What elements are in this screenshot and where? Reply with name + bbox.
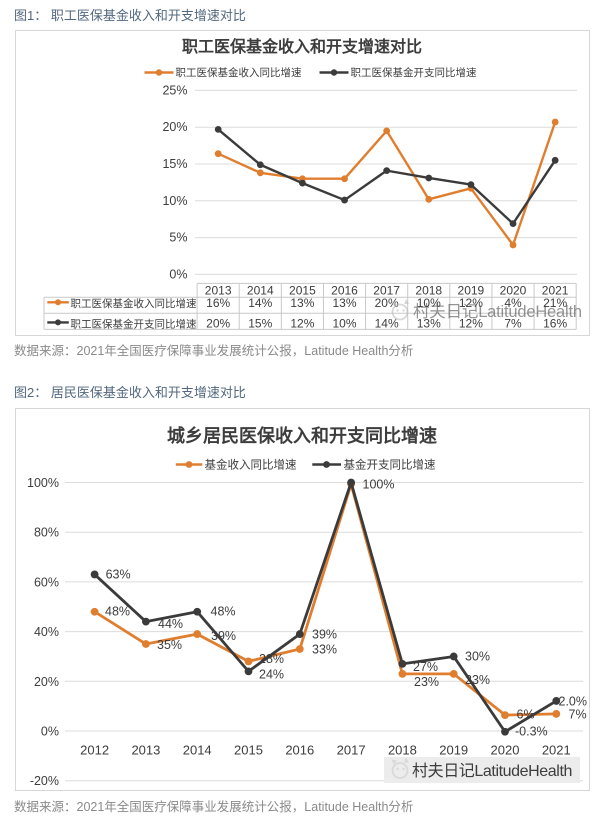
svg-text:2015: 2015 bbox=[234, 743, 263, 758]
svg-text:39%: 39% bbox=[211, 629, 236, 643]
svg-text:13%: 13% bbox=[290, 296, 314, 310]
svg-text:13%: 13% bbox=[417, 317, 441, 331]
svg-text:基金开支同比增速: 基金开支同比增速 bbox=[344, 458, 436, 472]
svg-text:2013: 2013 bbox=[205, 284, 232, 298]
svg-text:20%: 20% bbox=[162, 120, 187, 134]
svg-text:2013: 2013 bbox=[131, 743, 160, 758]
svg-text:15%: 15% bbox=[162, 157, 187, 171]
svg-text:2016: 2016 bbox=[331, 284, 358, 298]
svg-text:20%: 20% bbox=[375, 296, 399, 310]
svg-text:100%: 100% bbox=[363, 478, 395, 492]
svg-text:14%: 14% bbox=[248, 296, 272, 310]
svg-text:2016: 2016 bbox=[285, 743, 314, 758]
svg-text:城乡居民医保收入和开支同比增速: 城乡居民医保收入和开支同比增速 bbox=[167, 425, 437, 446]
svg-text:15%: 15% bbox=[248, 317, 272, 331]
svg-text:39%: 39% bbox=[312, 628, 337, 642]
svg-text:2012: 2012 bbox=[80, 743, 109, 758]
svg-text:100%: 100% bbox=[27, 476, 59, 490]
svg-text:-20%: -20% bbox=[30, 774, 59, 788]
svg-text:2015: 2015 bbox=[289, 284, 316, 298]
svg-text:44%: 44% bbox=[158, 617, 183, 631]
svg-text:2.0%: 2.0% bbox=[559, 695, 588, 709]
svg-text:4%: 4% bbox=[504, 296, 522, 310]
svg-text:28%: 28% bbox=[259, 652, 284, 666]
svg-text:14%: 14% bbox=[375, 317, 399, 331]
svg-text:63%: 63% bbox=[106, 568, 131, 582]
svg-text:60%: 60% bbox=[34, 575, 59, 589]
svg-text:7%: 7% bbox=[569, 708, 587, 722]
svg-text:25%: 25% bbox=[162, 83, 187, 97]
svg-text:2018: 2018 bbox=[415, 284, 442, 298]
svg-text:10%: 10% bbox=[417, 296, 441, 310]
svg-text:2014: 2014 bbox=[183, 743, 212, 758]
svg-text:2019: 2019 bbox=[458, 284, 485, 298]
svg-text:12%: 12% bbox=[290, 317, 314, 331]
svg-text:80%: 80% bbox=[34, 526, 59, 540]
svg-text:2021: 2021 bbox=[542, 284, 569, 298]
svg-text:2018: 2018 bbox=[388, 743, 417, 758]
svg-text:2017: 2017 bbox=[337, 743, 366, 758]
svg-text:23%: 23% bbox=[414, 675, 439, 689]
svg-text:23%: 23% bbox=[465, 673, 490, 687]
svg-text:20%: 20% bbox=[34, 675, 59, 689]
svg-text:0%: 0% bbox=[41, 725, 59, 739]
svg-text:30%: 30% bbox=[465, 650, 490, 664]
svg-text:40%: 40% bbox=[34, 625, 59, 639]
svg-text:12%: 12% bbox=[459, 317, 483, 331]
svg-text:7%: 7% bbox=[504, 317, 522, 331]
svg-text:16%: 16% bbox=[206, 296, 230, 310]
svg-text:职工医保基金收入同比增速: 职工医保基金收入同比增速 bbox=[176, 66, 302, 79]
svg-text:村夫日记LatitudeHealth: 村夫日记LatitudeHealth bbox=[413, 302, 582, 321]
svg-text:12%: 12% bbox=[459, 296, 483, 310]
svg-text:13%: 13% bbox=[333, 296, 357, 310]
svg-text:21%: 21% bbox=[543, 296, 567, 310]
svg-text:5%: 5% bbox=[169, 231, 187, 245]
svg-text:35%: 35% bbox=[157, 638, 182, 652]
svg-text:48%: 48% bbox=[211, 605, 236, 619]
svg-text:职工医保基金收入同比增速: 职工医保基金收入同比增速 bbox=[71, 297, 197, 310]
svg-text:2017: 2017 bbox=[373, 284, 400, 298]
svg-text:2020: 2020 bbox=[491, 743, 520, 758]
svg-text:2021: 2021 bbox=[542, 743, 571, 758]
svg-text:0%: 0% bbox=[169, 267, 187, 281]
svg-text:48%: 48% bbox=[105, 605, 130, 619]
svg-text:10%: 10% bbox=[333, 317, 357, 331]
svg-text:24%: 24% bbox=[259, 668, 284, 682]
svg-text:2014: 2014 bbox=[247, 284, 274, 298]
svg-text:2019: 2019 bbox=[439, 743, 468, 758]
svg-text:2020: 2020 bbox=[500, 284, 527, 298]
svg-text:职工医保基金开支同比增速: 职工医保基金开支同比增速 bbox=[351, 66, 477, 79]
svg-text:职工医保基金收入和开支增速对比: 职工医保基金收入和开支增速对比 bbox=[182, 37, 422, 56]
svg-text:33%: 33% bbox=[312, 643, 337, 657]
svg-text:职工医保基金开支同比增速: 职工医保基金开支同比增速 bbox=[71, 318, 197, 331]
svg-text:6%: 6% bbox=[517, 708, 535, 722]
svg-text:20%: 20% bbox=[206, 317, 230, 331]
svg-text:10%: 10% bbox=[162, 194, 187, 208]
svg-text:16%: 16% bbox=[543, 317, 567, 331]
svg-text:村夫日记LatitudeHealth: 村夫日记LatitudeHealth bbox=[412, 762, 572, 780]
svg-text:基金收入同比增速: 基金收入同比增速 bbox=[205, 458, 297, 472]
svg-text:-0.3%: -0.3% bbox=[515, 725, 548, 739]
svg-text:27%: 27% bbox=[413, 660, 438, 674]
